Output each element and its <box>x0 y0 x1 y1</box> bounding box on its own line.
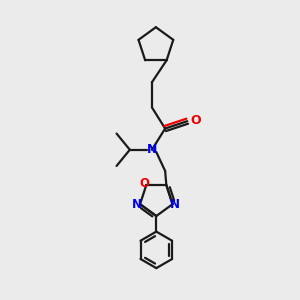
Text: N: N <box>170 198 180 211</box>
Text: N: N <box>147 143 157 156</box>
Text: O: O <box>191 114 201 127</box>
Text: O: O <box>140 177 150 190</box>
Text: N: N <box>132 198 142 211</box>
